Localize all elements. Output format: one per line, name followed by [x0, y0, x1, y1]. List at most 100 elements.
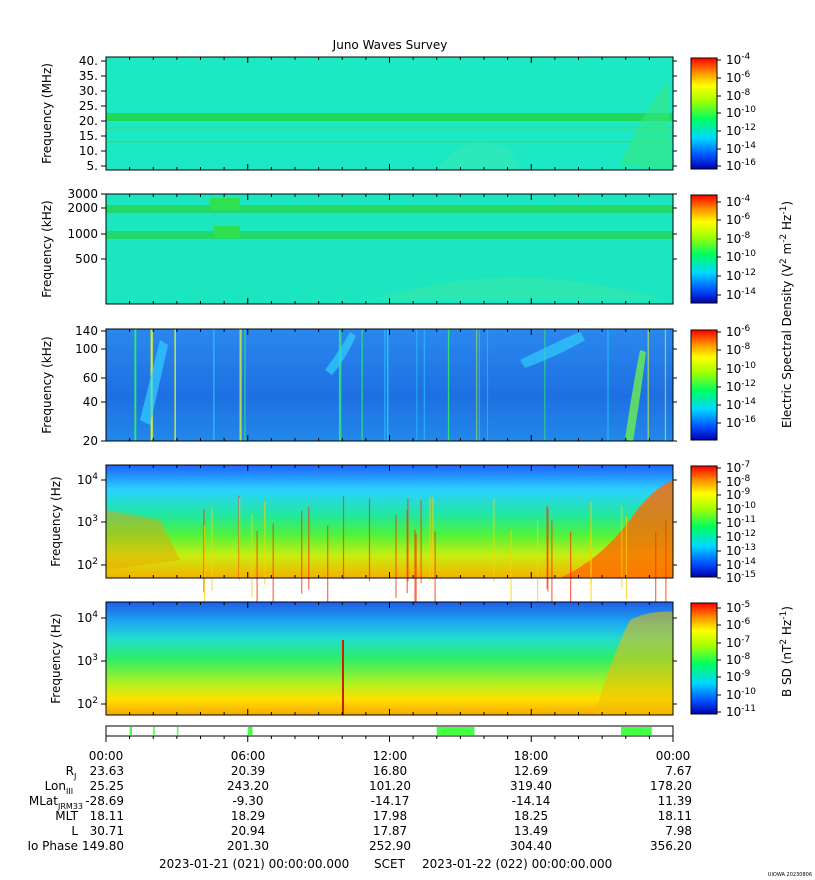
band-line — [106, 141, 673, 143]
impulse-line — [607, 329, 609, 441]
impulse-line — [420, 500, 422, 583]
y-tick-label: 104 — [77, 610, 98, 625]
impulse-line — [387, 329, 389, 441]
impulse-line — [256, 531, 258, 614]
ephemeris-label: Io Phase — [27, 839, 78, 853]
impulse-line — [664, 329, 667, 441]
y-tick-label: 102 — [77, 557, 98, 572]
ephemeris-label: Lon — [45, 779, 66, 793]
magnetic-cbar-title: B SD (nT2 Hz-1) — [779, 606, 794, 697]
scet-end: 2023-01-22 (022) 00:00:00.000 — [422, 857, 612, 871]
colorbar-gradient — [690, 602, 718, 715]
colorbar-label: 10-7 — [726, 460, 750, 475]
mode-segment — [153, 727, 155, 735]
colorbar-label: 10-10 — [726, 361, 756, 376]
y-tick-label: 25. — [79, 99, 98, 113]
colorbar-label: 10-9 — [726, 487, 751, 502]
colorbar-label: 10-7 — [726, 635, 750, 650]
colorbar-label: 10-8 — [726, 88, 751, 103]
hot-region — [560, 480, 673, 578]
colorbar-label: 10-5 — [726, 600, 750, 615]
impulse-line — [239, 329, 241, 441]
impulse-line — [625, 516, 628, 600]
impulse-line — [361, 329, 363, 441]
y-tick-label: 500 — [75, 252, 98, 266]
ephemeris-value: 25.25 — [90, 779, 124, 793]
panel-1: 40.35.30.25.20.15.10.5. Frequency (MHz) 10… — [40, 52, 756, 173]
impulse-line — [272, 523, 274, 607]
colorbar-label: 10-6 — [726, 617, 751, 632]
impulse-line — [339, 329, 342, 441]
ephemeris-value: 252.90 — [369, 839, 411, 853]
impulse-line — [264, 501, 266, 585]
y-tick-label: 2000 — [67, 201, 98, 215]
y-tick-label: 3000 — [67, 187, 98, 201]
x-tick-label: 00:00 — [656, 749, 691, 763]
impulse-line — [493, 498, 495, 582]
spectrogram-background — [106, 329, 673, 441]
y-tick-label: 40 — [83, 395, 98, 409]
ephemeris-value: 201.30 — [227, 839, 269, 853]
band-2000khz — [106, 205, 673, 213]
mode-segment — [176, 727, 179, 735]
colorbar-label: 10-13 — [726, 543, 756, 558]
band-1000khz — [106, 231, 673, 239]
time-axis: 00:00 06:00 12:00 18:00 00:00 — [89, 749, 691, 763]
y-tick-label: 10. — [79, 144, 98, 158]
y-tick-label: 60 — [83, 371, 98, 385]
colorbar-gradient — [690, 57, 718, 170]
colorbar-label: 10-16 — [726, 158, 756, 173]
y-tick-label: 1000 — [67, 227, 98, 241]
y-axis-label: Frequency (kHz) — [40, 336, 54, 433]
mode-bar-frame — [105, 725, 674, 737]
ephemeris-label: MLT — [55, 809, 78, 823]
ephemeris-value: 356.20 — [650, 839, 692, 853]
ephemeris-value: 149.80 — [82, 839, 124, 853]
colorbar-label: 10-8 — [726, 342, 751, 357]
ephemeris-value: 11.39 — [658, 794, 692, 808]
ephemeris-value: 101.20 — [369, 779, 411, 793]
impulse-line — [174, 329, 176, 441]
ephemeris-value: 319.40 — [510, 779, 552, 793]
y-axis-label: Frequency (MHz) — [40, 63, 54, 164]
spectrogram-background — [106, 465, 673, 578]
colorbar-label: 10-14 — [726, 397, 756, 412]
impulse-line — [547, 508, 549, 592]
impulse-line — [487, 329, 489, 441]
impulse-line — [407, 498, 409, 582]
colorbar-label: 10-14 — [726, 287, 756, 302]
ephemeris-label: MLat — [29, 794, 58, 808]
colorbar-label: 10-15 — [726, 570, 756, 585]
y-axis-label: Frequency (Hz) — [49, 613, 63, 704]
impulse-line — [342, 496, 345, 580]
colorbar-gradient — [690, 329, 718, 441]
ephemeris-subscript: III — [66, 787, 73, 796]
colorbar-gradient — [690, 465, 718, 578]
colorbar-label: 10-12 — [726, 529, 756, 544]
y-tick-label: 5. — [87, 159, 98, 173]
impulse-line — [338, 329, 340, 441]
impulse-line — [251, 514, 253, 598]
ephemeris-value: 243.20 — [227, 779, 269, 793]
impulse-line — [423, 329, 426, 441]
impulse-line — [447, 329, 450, 441]
colorbar-label: 10-6 — [726, 70, 751, 85]
impulse-line — [415, 533, 417, 617]
ephemeris-value: 17.98 — [373, 809, 407, 823]
spectrogram-background — [106, 602, 673, 715]
ephemeris-value: -9.30 — [232, 794, 263, 808]
y-axis-label: Frequency (kHz) — [40, 200, 54, 297]
colorbar: 10-710-810-910-1010-1110-1210-1310-1410-… — [690, 460, 756, 585]
impulse-line — [590, 528, 592, 612]
impulse-line — [213, 329, 215, 441]
ephemeris-value: 20.39 — [231, 764, 265, 778]
mode-bar — [105, 725, 674, 742]
ephemeris-value: 30.71 — [90, 824, 124, 838]
panel-4: 104 103 102 Frequency (Hz) 10-710-810-910-10… — [49, 460, 756, 617]
colorbar-label: 10-10 — [726, 501, 756, 516]
impulse-line — [406, 510, 408, 594]
impulse-line — [301, 510, 303, 594]
impulse-line — [134, 329, 137, 441]
